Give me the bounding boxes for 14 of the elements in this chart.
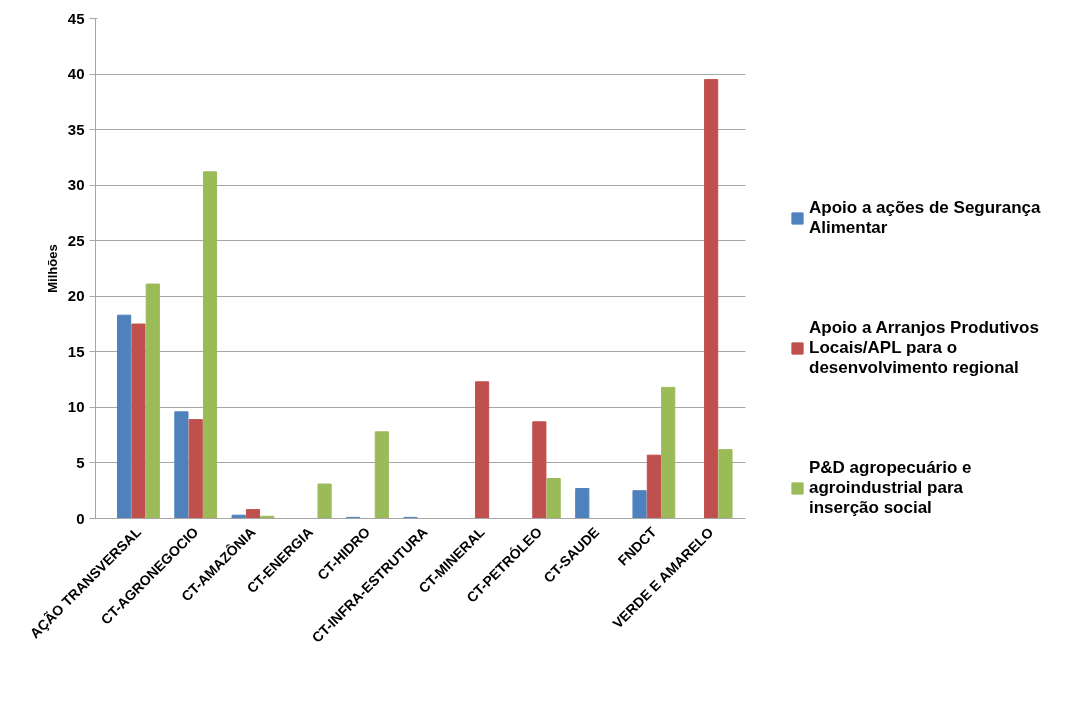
- legend-label: P&D agropecuário e agroindustrial para inserção social: [809, 458, 972, 518]
- y-tick-label: 35: [67, 120, 85, 138]
- legend-label: Apoio a Arranjos Produtivos Locais/APL para o desenvolvimento regional: [809, 318, 1039, 378]
- y-tick-label: 5: [76, 453, 85, 471]
- y-tick-label: 45: [67, 9, 85, 27]
- y-tick-label: 0: [76, 509, 85, 527]
- y-tick-label: 25: [67, 231, 85, 249]
- y-axis-title: Milhões: [44, 244, 60, 293]
- y-tick-label: 10: [67, 398, 85, 416]
- y-tick-label: 15: [67, 342, 85, 360]
- y-tick-label: 30: [67, 176, 85, 194]
- y-tick-label: 40: [67, 65, 85, 83]
- y-tick-label: 20: [67, 287, 85, 305]
- legend-label: Apoio a ações de Segurança Alimentar: [809, 198, 1041, 238]
